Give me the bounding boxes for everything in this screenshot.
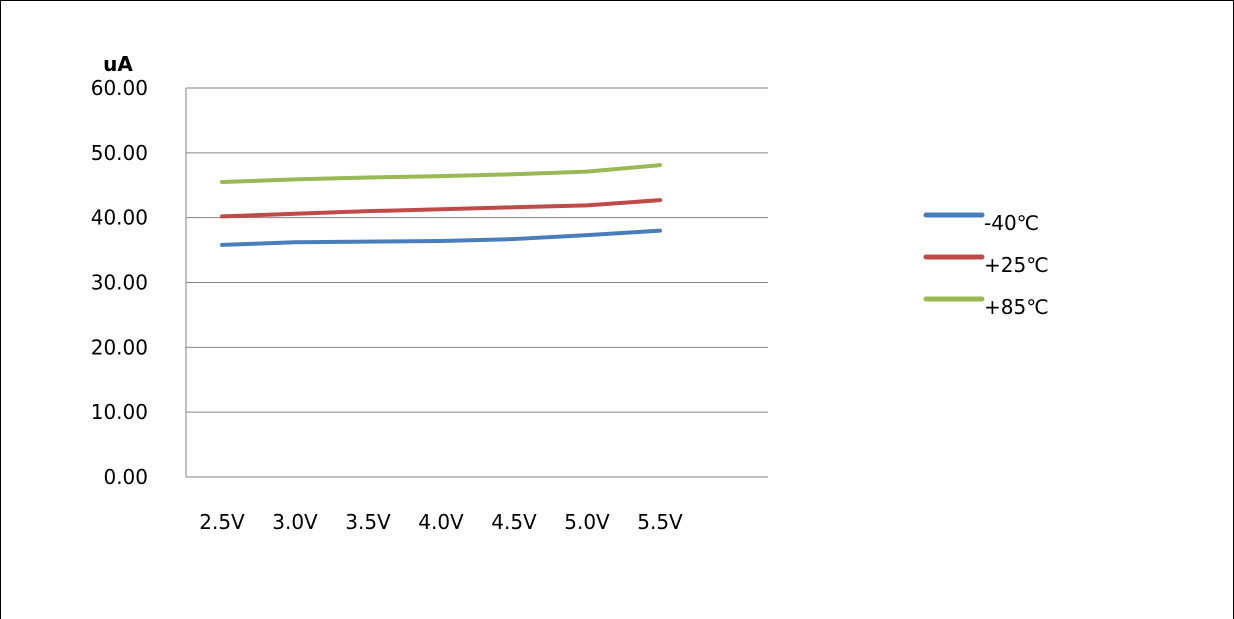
series-line-0 [220,228,662,247]
legend-label: -40℃ [984,211,1039,235]
series-line-1 [220,198,662,219]
legend: -40℃ +25℃ +85℃ [923,211,1049,319]
gridlines [186,87,768,478]
y-tick-label: 30.00 [91,271,148,295]
legend-label: +25℃ [984,253,1049,277]
x-tick-label: 4.5V [491,510,537,534]
y-tick-labels: 0.00 10.00 20.00 30.00 40.00 50.00 60.00 [91,76,148,489]
y-tick-label: 60.00 [91,76,148,100]
x-tick-labels: 2.5V 3.0V 3.5V 4.0V 4.5V 5.0V 5.5V [199,510,683,534]
y-tick-label: 40.00 [91,206,148,230]
legend-label: +85℃ [984,295,1049,319]
x-tick-label: 2.5V [199,510,245,534]
series-line-2 [220,163,662,185]
y-tick-label: 50.00 [91,141,148,165]
x-tick-label: 3.0V [272,510,318,534]
y-tick-label: 20.00 [91,335,148,359]
x-tick-label: 5.5V [637,510,683,534]
x-tick-label: 4.0V [418,510,464,534]
x-tick-label: 5.0V [564,510,610,534]
x-tick-label: 3.5V [345,510,391,534]
series-lines [220,163,662,247]
y-axis-unit-label: uA [103,52,133,76]
y-tick-label: 0.00 [103,465,148,489]
y-tick-label: 10.00 [91,400,148,424]
